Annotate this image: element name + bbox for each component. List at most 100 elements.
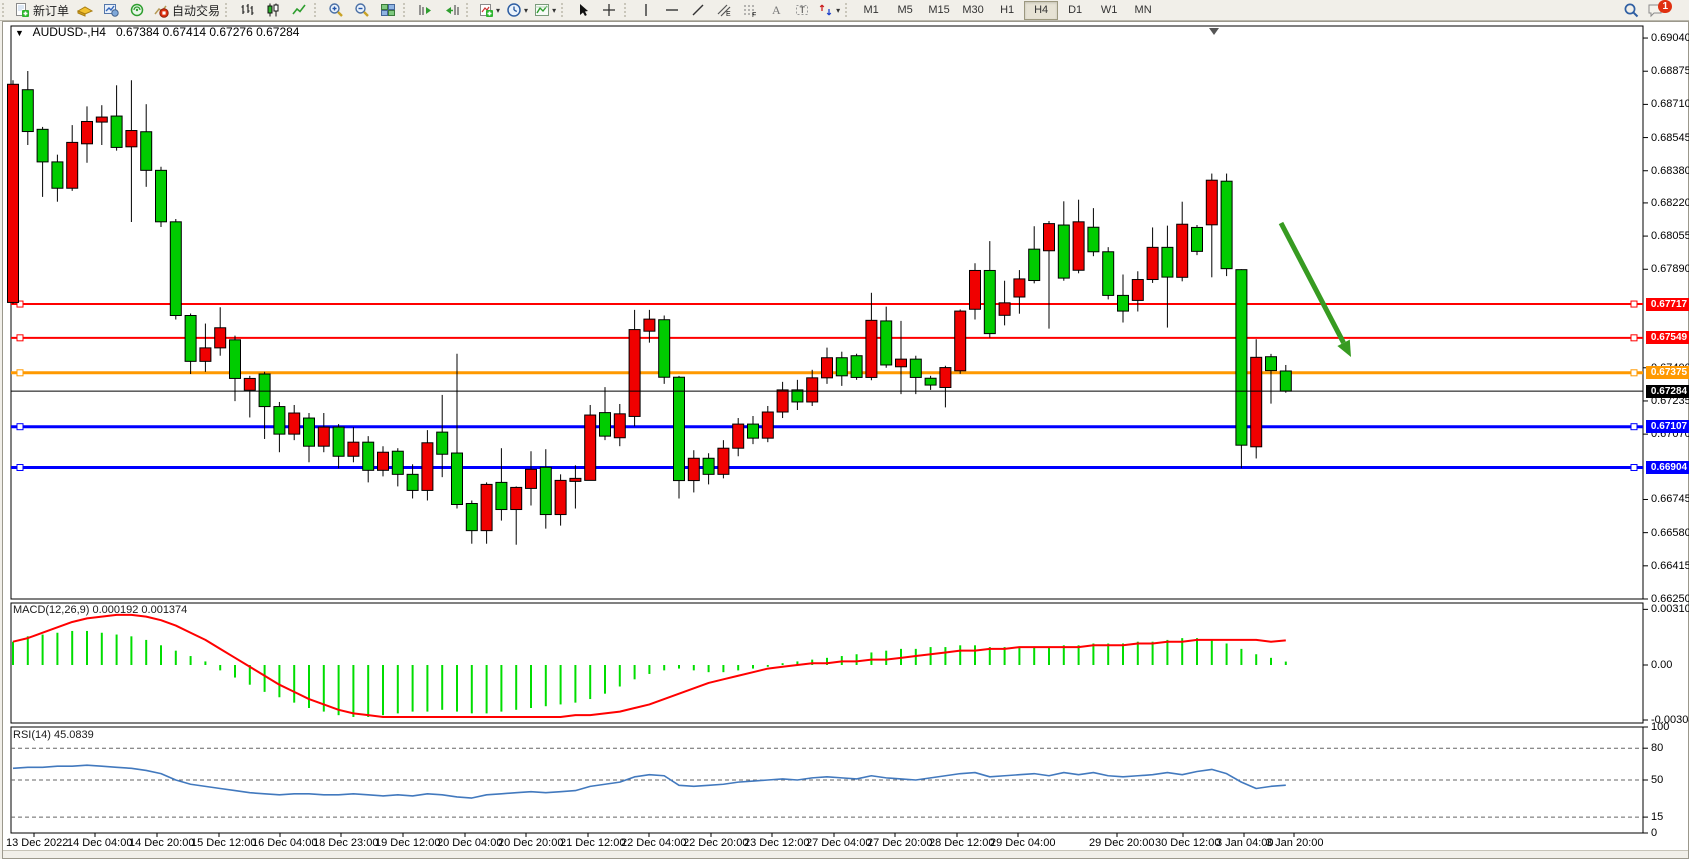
text-label-button[interactable]: T <box>789 0 815 20</box>
timeframe-button-d1[interactable]: D1 <box>1068 4 1083 16</box>
rsi-axis-label: 50 <box>1651 774 1664 786</box>
annotation-arrow-head[interactable] <box>1337 339 1351 357</box>
candle-body <box>421 442 434 491</box>
price-axis-label: 0.68545 <box>1651 131 1689 144</box>
candle-body <box>658 319 671 378</box>
vline-icon <box>638 2 654 18</box>
candle-body <box>880 320 893 366</box>
trendline-button[interactable] <box>685 0 711 20</box>
timeframe-button-w1[interactable]: W1 <box>1100 4 1118 16</box>
crosshair-button[interactable] <box>596 0 622 20</box>
text-button[interactable]: A <box>763 0 789 20</box>
chart-shift-button[interactable] <box>438 0 464 20</box>
zoom-in-button[interactable] <box>323 0 349 20</box>
indicators-button[interactable]: ▾ <box>475 0 503 20</box>
notifications-button[interactable]: 1 <box>1644 0 1681 20</box>
line-chart-button[interactable] <box>286 0 312 20</box>
candlestick-button[interactable] <box>260 0 286 20</box>
candle-body <box>480 483 493 532</box>
candle-body <box>125 130 138 148</box>
autotrading-button-label: 自动交易 <box>172 3 221 18</box>
candle-body <box>747 423 759 439</box>
rsi-axis-label: 100 <box>1651 721 1670 733</box>
line-right-marker[interactable] <box>1630 464 1638 472</box>
candle-body <box>924 377 937 386</box>
toolbar-right: 1 <box>1618 0 1689 20</box>
timeframe-button-m15[interactable]: M15 <box>928 4 950 16</box>
line-left-marker[interactable] <box>16 300 24 308</box>
arrows-button[interactable]: ▾ <box>815 0 843 20</box>
time-axis-label: 27 Dec 04:00 <box>806 837 872 849</box>
timeframe-button-h1[interactable]: H1 <box>1000 4 1015 16</box>
line-right-marker[interactable] <box>1630 369 1638 377</box>
line-right-marker[interactable] <box>1630 423 1638 431</box>
time-axis-label: 30 Dec 12:00 <box>1155 837 1221 849</box>
annotation-arrow-shaft[interactable] <box>1278 221 1346 344</box>
line-left-marker[interactable] <box>16 334 24 342</box>
candle-body <box>169 221 182 317</box>
data-window-button[interactable] <box>124 0 150 20</box>
svg-text:E: E <box>726 11 731 18</box>
timeframe-button-m5[interactable]: M5 <box>897 4 913 16</box>
chevron-down-icon[interactable]: ▾ <box>552 5 557 15</box>
candle-body <box>229 339 241 379</box>
autotrading-icon <box>153 2 169 18</box>
candle-body <box>1146 246 1159 281</box>
bar-chart-button[interactable] <box>234 0 260 20</box>
new-order-button[interactable]: 新订单 <box>11 0 72 20</box>
candle-body <box>569 477 582 482</box>
candle-body <box>510 486 523 511</box>
chevron-down-icon[interactable]: ▾ <box>524 5 529 15</box>
line-left-marker[interactable] <box>16 369 24 377</box>
candle-body <box>1131 279 1144 301</box>
timeframe-button-mn[interactable]: MN <box>1134 4 1152 16</box>
profiles-button[interactable] <box>72 0 98 20</box>
timeframe-button-m1[interactable]: M1 <box>863 4 879 16</box>
price-axis-label: 0.68055 <box>1651 230 1689 243</box>
auto-scroll-button[interactable] <box>412 0 438 20</box>
line-left-marker[interactable] <box>16 423 24 431</box>
candle-body <box>939 367 952 388</box>
macd-axis-label: 0.003105 <box>1651 603 1689 616</box>
timeframe-button-h4[interactable]: H4 <box>1024 0 1059 20</box>
vertical-line-button[interactable] <box>633 0 659 20</box>
candle-body <box>865 319 878 378</box>
candle-body <box>155 169 167 223</box>
candle-body <box>643 318 656 332</box>
price-axis-label: 0.67070 <box>1651 428 1689 441</box>
time-axis-label: 29 Dec 04:00 <box>990 837 1056 849</box>
rsi-axis-label: 0 <box>1651 827 1658 839</box>
tile-windows-button[interactable] <box>375 0 401 20</box>
timeframe-button-m30[interactable]: M30 <box>962 4 984 16</box>
fibonacci-button[interactable]: F <box>737 0 763 20</box>
candle-body <box>1235 269 1248 446</box>
chart-collapse-icon[interactable]: ▼ <box>15 28 24 38</box>
candle-body <box>288 412 301 435</box>
search-button[interactable] <box>1618 0 1644 20</box>
chart-plot[interactable] <box>3 22 1688 859</box>
zoom-out-button[interactable] <box>349 0 375 20</box>
horizontal-line-button[interactable] <box>659 0 685 20</box>
line-right-marker[interactable] <box>1630 334 1638 342</box>
toolbar-grip <box>624 3 631 17</box>
toolbar-grip <box>314 3 321 17</box>
candle-body <box>21 89 34 133</box>
current-price-badge: 0.67284 <box>1646 384 1689 398</box>
time-axis-label: 18 Dec 23:00 <box>313 837 379 849</box>
line-right-marker[interactable] <box>1630 300 1638 308</box>
chevron-down-icon[interactable]: ▾ <box>836 5 841 15</box>
candle-body <box>95 116 108 123</box>
cursor-button[interactable] <box>570 0 596 20</box>
templates-button[interactable]: ▾ <box>531 0 559 20</box>
chevron-down-icon[interactable]: ▾ <box>496 5 501 15</box>
chart-shift-marker-icon[interactable] <box>1209 28 1219 35</box>
window-bottom-strip <box>3 850 1688 858</box>
candle-body <box>1191 226 1203 252</box>
line-left-marker[interactable] <box>16 464 24 472</box>
line-chart-icon <box>291 2 307 18</box>
price-axis-label: 0.66415 <box>1651 559 1689 572</box>
autotrading-button[interactable]: 自动交易 <box>150 0 223 20</box>
periods-button[interactable]: ▾ <box>503 0 531 20</box>
channel-button[interactable]: E <box>711 0 737 20</box>
market-watch-button[interactable] <box>98 0 124 20</box>
